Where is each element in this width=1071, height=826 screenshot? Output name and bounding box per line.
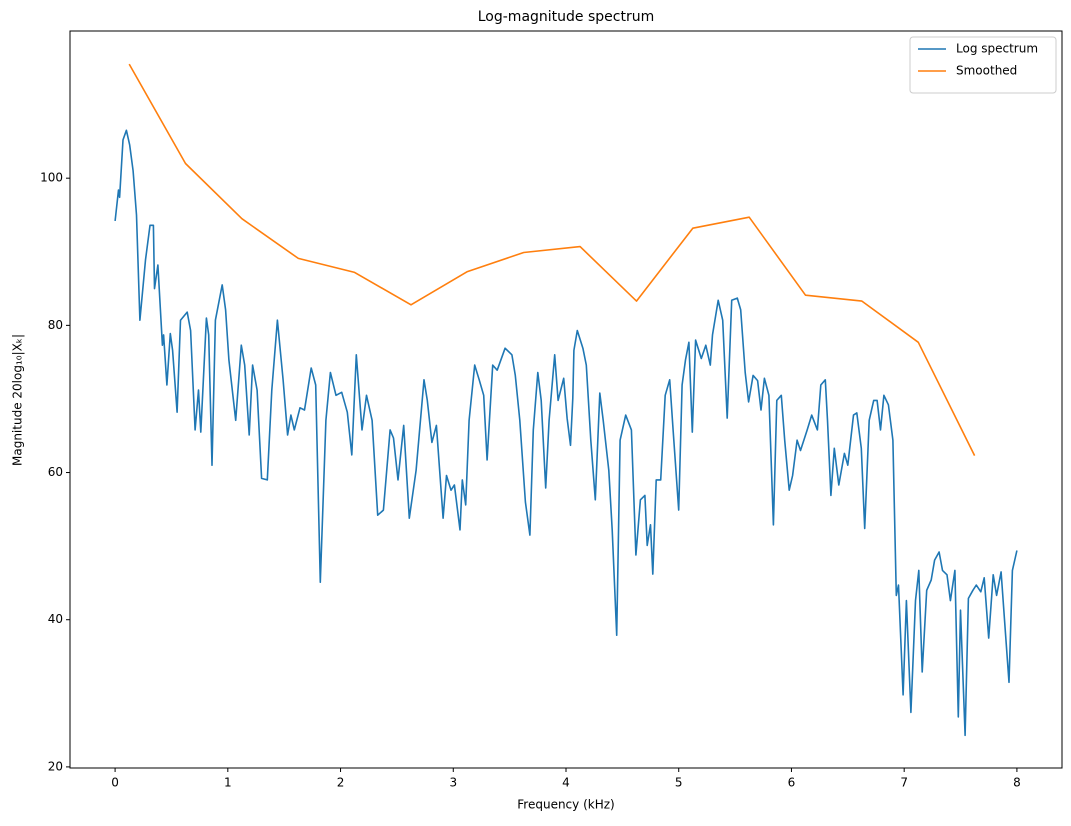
x-tick-label: 7 [900,776,908,790]
x-tick-label: 5 [675,776,683,790]
y-tick-label: 60 [48,465,63,479]
y-axis-label: Magnitude 20log₁₀|Xₖ| [11,334,25,466]
y-tick-label: 40 [48,612,63,626]
chart-title: Log-magnitude spectrum [478,9,654,25]
y-tick-label: 20 [48,759,63,773]
x-tick-label: 6 [788,776,796,790]
x-tick-label: 2 [337,776,345,790]
y-tick-label: 80 [48,318,63,332]
x-tick-label: 1 [224,776,232,790]
legend-label: Log spectrum [956,42,1038,56]
series-line [128,63,976,456]
x-axis-label: Frequency (kHz) [517,798,614,812]
x-tick-label: 4 [562,776,570,790]
x-tick-label: 0 [111,776,119,790]
y-tick-label: 100 [40,171,63,185]
legend-label: Smoothed [956,64,1017,78]
x-tick-label: 3 [449,776,457,790]
plot-frame [69,30,1063,769]
x-tick-label: 8 [1013,776,1021,790]
legend-box [909,36,1057,94]
series-line [114,129,1018,737]
